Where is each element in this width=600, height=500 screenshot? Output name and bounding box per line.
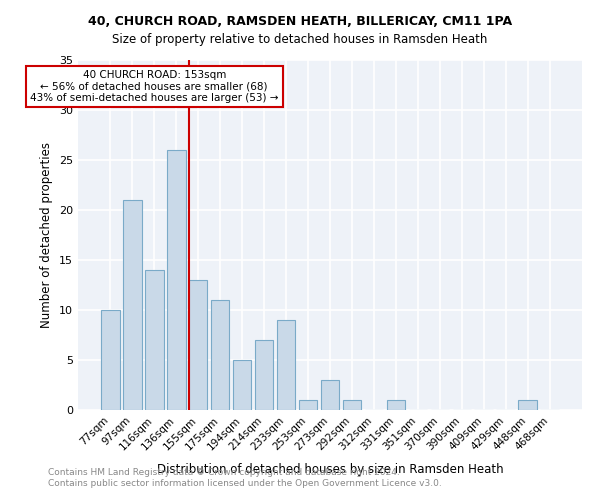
- Bar: [518, 400, 537, 410]
- Bar: [233, 360, 251, 410]
- Bar: [343, 400, 361, 410]
- Bar: [299, 400, 317, 410]
- Text: 40 CHURCH ROAD: 153sqm
← 56% of detached houses are smaller (68)
43% of semi-det: 40 CHURCH ROAD: 153sqm ← 56% of detached…: [30, 70, 278, 103]
- Bar: [320, 380, 340, 410]
- Bar: [211, 300, 229, 410]
- Bar: [167, 150, 185, 410]
- Text: Contains HM Land Registry data © Crown copyright and database right 2024.
Contai: Contains HM Land Registry data © Crown c…: [48, 468, 442, 487]
- Bar: [189, 280, 208, 410]
- Text: Size of property relative to detached houses in Ramsden Heath: Size of property relative to detached ho…: [112, 32, 488, 46]
- X-axis label: Distribution of detached houses by size in Ramsden Heath: Distribution of detached houses by size …: [157, 463, 503, 476]
- Y-axis label: Number of detached properties: Number of detached properties: [40, 142, 53, 328]
- Bar: [277, 320, 295, 410]
- Bar: [145, 270, 164, 410]
- Bar: [255, 340, 274, 410]
- Bar: [123, 200, 142, 410]
- Bar: [386, 400, 405, 410]
- Text: 40, CHURCH ROAD, RAMSDEN HEATH, BILLERICAY, CM11 1PA: 40, CHURCH ROAD, RAMSDEN HEATH, BILLERIC…: [88, 15, 512, 28]
- Bar: [101, 310, 119, 410]
